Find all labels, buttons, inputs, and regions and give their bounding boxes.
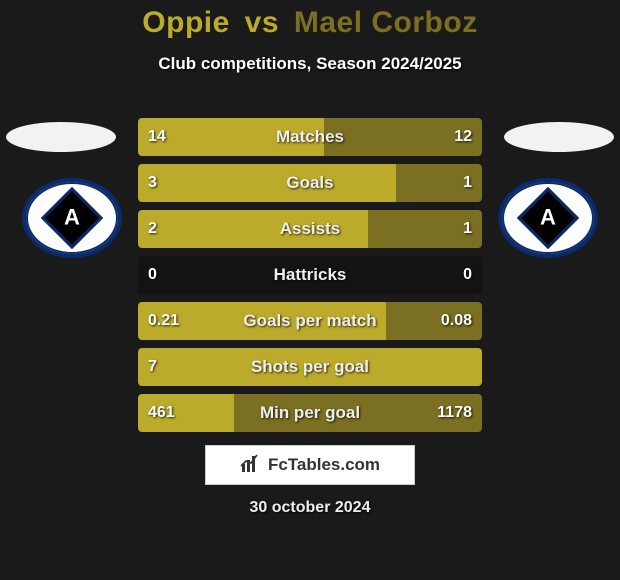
stat-bar-player1: [138, 164, 396, 202]
stat-bar-player1: [138, 210, 368, 248]
subtitle: Club competitions, Season 2024/2025: [0, 54, 620, 74]
stat-bar-player1: [138, 394, 234, 432]
title-player1: Oppie: [142, 6, 230, 39]
stat-row: Shots per goal7: [138, 348, 482, 386]
club-badge-letter: A: [64, 204, 80, 230]
stat-row: Goals31: [138, 164, 482, 202]
stat-bar-player1: [138, 118, 324, 156]
stat-bar-player2: [386, 302, 482, 340]
bar-chart-icon: [240, 452, 262, 479]
stat-bar-player1: [138, 302, 386, 340]
club-badge-letter: A: [540, 204, 556, 230]
date-text: 30 october 2024: [0, 499, 620, 517]
stat-bar-player2: [324, 118, 482, 156]
title-player2: Mael Corboz: [294, 6, 478, 39]
stat-row: Hattricks0 0: [138, 256, 482, 294]
player2-placeholder-ellipse: [504, 122, 614, 152]
stat-row: Matches1412: [138, 118, 482, 156]
player2-club-badge: A: [498, 178, 598, 258]
stat-bar-player2: [234, 394, 482, 432]
footer-brand-box: FcTables.com: [205, 445, 415, 485]
stat-row: Assists21: [138, 210, 482, 248]
stat-label: Hattricks: [138, 265, 482, 285]
stat-row: Min per goal4611178: [138, 394, 482, 432]
comparison-infographic: Oppie vs Mael Corboz Club competitions, …: [0, 0, 620, 580]
stat-row: Goals per match0.210.08: [138, 302, 482, 340]
footer-brand-text: FcTables.com: [268, 455, 380, 475]
stat-bar-player2: [396, 164, 482, 202]
title-vs: vs: [245, 6, 279, 39]
stat-bar-player2: [368, 210, 482, 248]
stat-bar-player1: [138, 348, 482, 386]
player1-placeholder-ellipse: [6, 122, 116, 152]
stat-value-player1: 0: [148, 266, 157, 284]
stat-value-player2: 0: [463, 266, 472, 284]
stat-bars-container: Matches1412 Goals31 Assists21 Hattricks0 0 Go…: [138, 118, 482, 440]
page-title: Oppie vs Mael Corboz: [0, 6, 620, 40]
player1-club-badge: A: [22, 178, 122, 258]
